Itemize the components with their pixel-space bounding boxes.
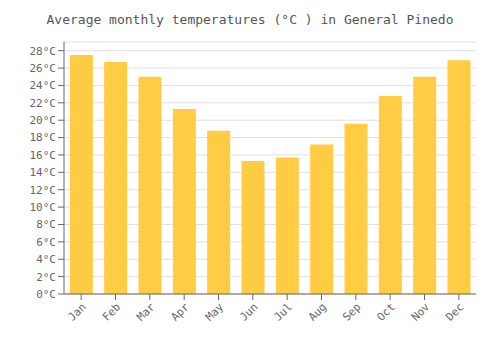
svg-text:28°C: 28°C (30, 45, 57, 58)
svg-text:0°C: 0°C (36, 288, 56, 301)
svg-text:Mar: Mar (134, 300, 158, 324)
svg-text:Dec: Dec (443, 300, 466, 323)
svg-text:Nov: Nov (409, 300, 433, 324)
svg-text:12°C: 12°C (30, 184, 57, 197)
svg-text:26°C: 26°C (30, 62, 57, 75)
svg-text:Sep: Sep (340, 300, 363, 323)
svg-text:6°C: 6°C (36, 236, 56, 249)
svg-text:24°C: 24°C (30, 79, 57, 92)
svg-text:Jan: Jan (66, 300, 89, 323)
svg-text:20°C: 20°C (30, 114, 57, 127)
svg-text:Jun: Jun (237, 300, 260, 323)
svg-text:2°C: 2°C (36, 271, 56, 284)
svg-text:22°C: 22°C (30, 97, 57, 110)
svg-text:May: May (203, 300, 227, 324)
svg-text:16°C: 16°C (30, 149, 57, 162)
svg-text:4°C: 4°C (36, 253, 56, 266)
svg-text:14°C: 14°C (30, 166, 57, 179)
svg-text:Oct: Oct (375, 300, 398, 323)
svg-text:18°C: 18°C (30, 131, 57, 144)
html-text:Average monthly temperatures (: Average monthly temperatures (°C ) in Ge… (46, 12, 454, 27)
svg-text:8°C: 8°C (36, 218, 56, 231)
svg-text:10°C: 10°C (30, 201, 57, 214)
svg-text:Jul: Jul (272, 300, 295, 323)
svg-text:Feb: Feb (100, 300, 123, 323)
svg-text:Aug: Aug (306, 300, 329, 323)
svg-text:Apr: Apr (169, 300, 193, 324)
